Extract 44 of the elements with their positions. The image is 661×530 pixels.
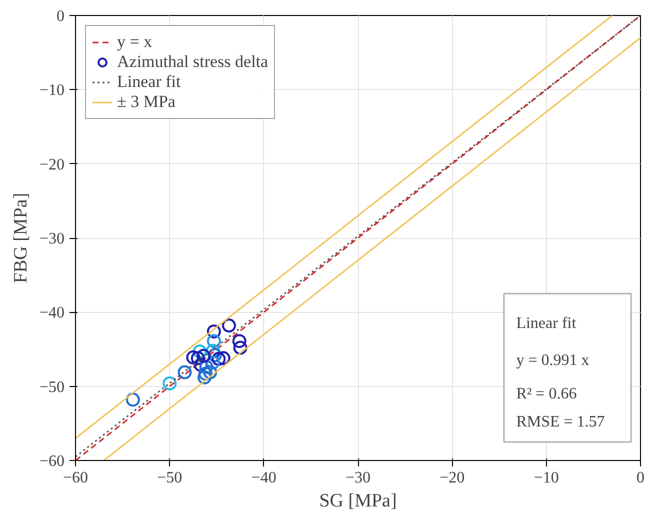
annotation: y = 0.991 x bbox=[516, 352, 590, 369]
point bbox=[198, 366, 212, 381]
legend-label: y = x bbox=[117, 32, 152, 52]
point bbox=[208, 348, 222, 362]
point bbox=[126, 392, 140, 407]
legend-label: Azimuthal stress delta bbox=[117, 52, 268, 72]
y-tick-label: 0 bbox=[56, 8, 64, 25]
point bbox=[212, 352, 226, 366]
x-axis-title: SG [MPa] bbox=[319, 490, 397, 512]
point bbox=[178, 365, 192, 380]
point bbox=[196, 348, 211, 363]
point bbox=[190, 351, 205, 366]
annotation: Linear fit bbox=[516, 314, 577, 332]
point bbox=[206, 324, 221, 338]
point bbox=[222, 318, 236, 333]
point bbox=[206, 356, 220, 370]
x-tick-label: −30 bbox=[345, 470, 371, 486]
y-tick-label: −60 bbox=[39, 453, 65, 470]
x-tick-label: −50 bbox=[157, 470, 182, 486]
x-tick-label: −60 bbox=[62, 470, 88, 486]
point bbox=[192, 344, 207, 358]
legend-label: ± 3 MPa bbox=[117, 92, 176, 112]
y-axis-title: FBG [MPa] bbox=[10, 192, 32, 284]
x-tick-label: −40 bbox=[251, 470, 276, 486]
point bbox=[233, 340, 248, 355]
y-tick-label: −20 bbox=[39, 156, 65, 174]
y-tick-label: −30 bbox=[39, 230, 65, 248]
y-tick-label: −10 bbox=[39, 82, 65, 100]
point bbox=[203, 365, 218, 380]
point bbox=[198, 370, 212, 384]
x-tick-label: −20 bbox=[440, 470, 465, 486]
annotation: R² = 0.66 bbox=[516, 385, 577, 402]
y-tick-label: −40 bbox=[39, 304, 65, 322]
x-tick-label: 0 bbox=[636, 470, 644, 486]
point bbox=[186, 350, 200, 364]
point bbox=[206, 334, 221, 348]
point bbox=[232, 334, 246, 348]
x-tick-label: −10 bbox=[534, 470, 559, 486]
annotation: RMSE = 1.57 bbox=[516, 413, 605, 430]
point bbox=[216, 351, 230, 366]
y-tick-label: −50 bbox=[39, 378, 65, 396]
legend-label: Linear fit bbox=[117, 72, 181, 92]
point bbox=[206, 344, 220, 358]
point bbox=[162, 376, 177, 390]
